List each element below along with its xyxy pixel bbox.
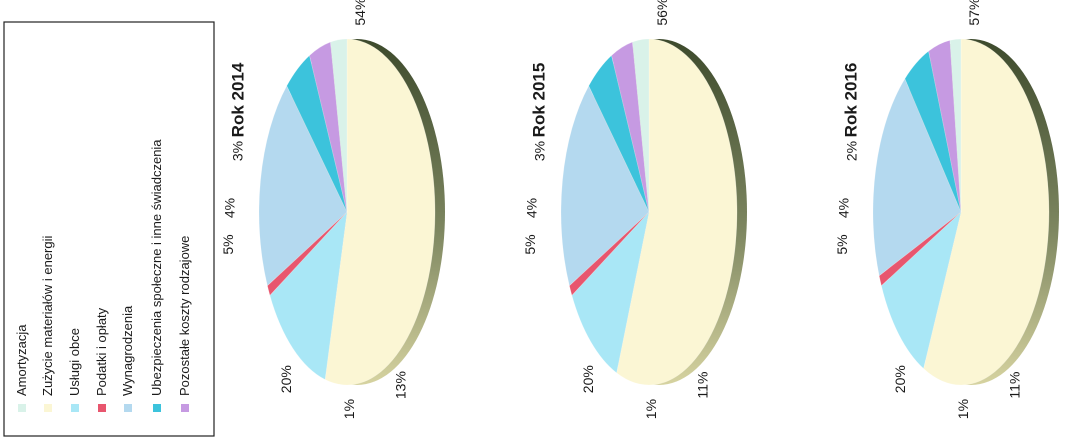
pie-chart: 3% 56% 11% 1% 20% 5% 4% Rok 2015 bbox=[522, 0, 747, 419]
pie-data-label: 57% bbox=[966, 0, 982, 26]
legend-label: Zużycie materiałów i energii bbox=[40, 235, 55, 396]
pie-data-label: 1% bbox=[955, 399, 971, 419]
legend-swatch bbox=[18, 404, 26, 412]
pie-data-label: 11% bbox=[1007, 372, 1023, 399]
pie-data-label: 4% bbox=[222, 198, 238, 218]
legend-label: Ubezpieczenia społeczne i inne świadczen… bbox=[149, 139, 164, 396]
chart-title: Rok 2016 bbox=[841, 63, 860, 138]
pie-chart: 3% 54% 13% 1% 20% 5% 4% Rok 2014 bbox=[220, 0, 445, 419]
pie-data-label: 5% bbox=[522, 234, 538, 254]
pie-data-label: 54% bbox=[352, 0, 368, 26]
legend-swatch bbox=[44, 404, 52, 412]
legend-swatch bbox=[98, 404, 106, 412]
chart-title: Rok 2014 bbox=[228, 62, 247, 137]
pie-data-label: 5% bbox=[834, 234, 850, 254]
legend-swatch bbox=[124, 404, 132, 412]
legend-swatch bbox=[153, 404, 161, 412]
legend-label: Usługi obce bbox=[67, 328, 82, 396]
legend-swatch bbox=[181, 404, 189, 412]
pie-data-label: 1% bbox=[643, 399, 659, 419]
pie-data-label: 3% bbox=[531, 141, 547, 161]
chart-title: Rok 2015 bbox=[529, 63, 548, 138]
legend: Amortyzacja Zużycie materiałów i energii U… bbox=[4, 22, 214, 436]
pie-data-label: 56% bbox=[654, 0, 670, 26]
legend-label: Podatki i opłaty bbox=[94, 307, 109, 396]
pie-data-label: 2% bbox=[843, 141, 859, 161]
pie-data-label: 20% bbox=[278, 365, 294, 393]
pie-data-label: 4% bbox=[836, 198, 852, 218]
pie-data-label: 20% bbox=[892, 365, 908, 393]
pie-data-label: 20% bbox=[580, 365, 596, 393]
pie-data-label: 11% bbox=[695, 372, 711, 399]
pie-data-label: 13% bbox=[393, 371, 409, 399]
pie-data-label: 4% bbox=[524, 198, 540, 218]
legend-label: Pozostałe koszty rodzajowe bbox=[177, 236, 192, 396]
pie-data-label: 5% bbox=[220, 234, 236, 254]
legend-swatch bbox=[71, 404, 79, 412]
pie-data-label: 1% bbox=[341, 399, 357, 419]
legend-label: Amortyzacja bbox=[14, 324, 29, 396]
pie-data-label: 3% bbox=[229, 141, 245, 161]
pie-chart: 2% 57% 11% 1% 20% 5% 4% Rok 2016 bbox=[834, 0, 1059, 419]
legend-label: Wynagrodzenia bbox=[120, 305, 135, 396]
